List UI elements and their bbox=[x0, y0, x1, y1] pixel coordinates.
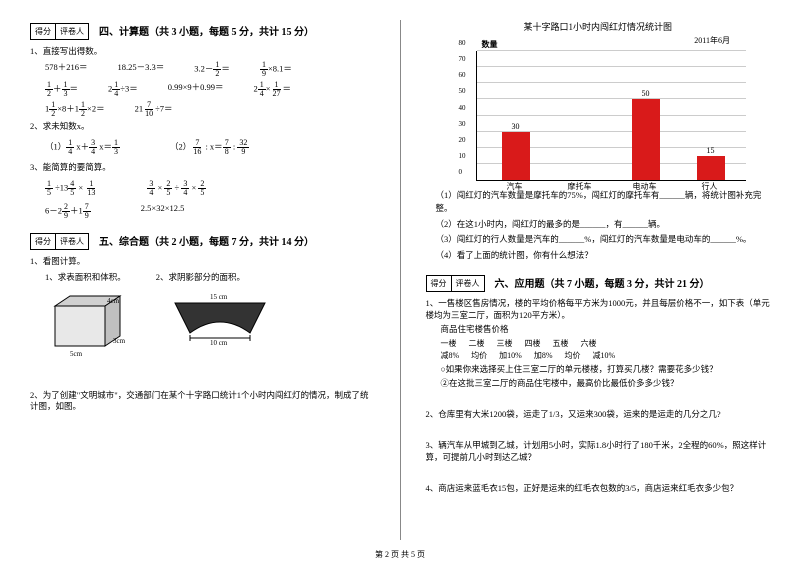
q4-2: 2、求未知数x。 bbox=[30, 121, 375, 133]
grader-label: 评卷人 bbox=[452, 276, 484, 291]
xlabel: 摩托车 bbox=[560, 181, 600, 192]
ytick: 30 bbox=[459, 120, 466, 128]
q6-2: 2、仓库里有大米1200袋，运走了1/3，又运来300袋，运来的是运走的几分之几… bbox=[426, 409, 771, 421]
xlabel: 行人 bbox=[690, 181, 730, 192]
arch-figure: 15 cm 10 cm bbox=[165, 291, 275, 348]
expr: 12＋13＝ bbox=[45, 81, 78, 98]
score-label: 得分 bbox=[427, 276, 452, 291]
expr: （2）716 : x＝78 : 329 bbox=[170, 139, 249, 156]
grader-label: 评卷人 bbox=[56, 234, 88, 249]
grader-label: 评卷人 bbox=[56, 24, 88, 39]
bar-ebike: 50 bbox=[632, 99, 660, 180]
math-row-2: 12＋13＝ 214÷3＝ 0.99×9＋0.99＝ 214×127＝ bbox=[45, 81, 375, 98]
y-axis-label: 数量 bbox=[482, 39, 498, 50]
ytick: 0 bbox=[459, 168, 463, 176]
q6-1a: 1、一售楼区售房情况，楼的平均价格每平方米为1000元，并且每层价格不一，如下表… bbox=[426, 298, 771, 322]
svg-text:10 cm: 10 cm bbox=[210, 339, 228, 346]
expr: 3.2－12＝ bbox=[194, 61, 230, 78]
score-box: 得分 评卷人 bbox=[30, 233, 89, 250]
sub-row: 1、求表面积和体积。 2、求阴影部分的面积。 bbox=[45, 271, 375, 283]
q6-4: 4、商店运来蓝毛衣15包，正好是运来的红毛衣包数的3/5，商店运来红毛衣多少包？ bbox=[426, 483, 771, 495]
q6-3: 3、辆汽车从甲城到乙城，计划用5小时，实际1.8小时行了180千米，2全程的60… bbox=[426, 440, 771, 464]
q5-1: 1、看图计算。 bbox=[30, 256, 375, 268]
q4-3: 3、能简算的要简算。 bbox=[30, 162, 375, 174]
expr: 112×8＋112×2＝ bbox=[45, 101, 105, 118]
bar-chart: 数量 0 10 20 30 40 50 60 70 80 30 50 bbox=[476, 51, 746, 181]
chart-q3: （3）闯红灯的行人数量是汽车的______%，闯红灯的汽车数量是电动车的____… bbox=[436, 233, 771, 246]
xlabel: 汽车 bbox=[495, 181, 535, 192]
expr: 19×8.1＝ bbox=[260, 61, 292, 78]
expr: 6－229＋179 bbox=[45, 203, 91, 220]
q6-1c: ②在这批三室二厅的商品住宅楼中，最高价比最低价多多少钱？ bbox=[441, 378, 771, 390]
td: 减8% bbox=[441, 350, 460, 361]
ytick: 60 bbox=[459, 71, 466, 79]
th: 一楼 bbox=[441, 338, 457, 349]
expr: 15 ÷1345 × 113 bbox=[45, 180, 97, 197]
bar-car: 30 bbox=[502, 132, 530, 180]
table-title: 商品住宅楼售价格 bbox=[441, 324, 771, 336]
th: 六楼 bbox=[581, 338, 597, 349]
score-box: 得分 评卷人 bbox=[30, 23, 89, 40]
svg-text:4cm: 4cm bbox=[107, 297, 120, 305]
td: 均价 bbox=[471, 350, 487, 361]
expr: （1）14 x＋34 x＝13 bbox=[45, 139, 120, 156]
math-row-1: 578＋216＝ 18.25－3.3＝ 3.2－12＝ 19×8.1＝ bbox=[45, 61, 375, 78]
ytick: 50 bbox=[459, 87, 466, 95]
chart-q4: （4）看了上面的统计图，你有什么想法？ bbox=[436, 249, 771, 262]
ytick: 70 bbox=[459, 55, 466, 63]
section5-title: 五、综合题（共 2 小题，每题 7 分，共计 14 分） bbox=[99, 233, 314, 248]
expr: 214÷3＝ bbox=[108, 81, 138, 98]
svg-text:5cm: 5cm bbox=[70, 350, 83, 358]
score-label: 得分 bbox=[31, 24, 56, 39]
ytick: 40 bbox=[459, 104, 466, 112]
sub: 1、求表面积和体积。 bbox=[45, 271, 126, 283]
th: 五楼 bbox=[553, 338, 569, 349]
price-table: 一楼 二楼 三楼 四楼 五楼 六楼 减8% 均价 加10% 加8% 均价 减10… bbox=[441, 338, 771, 361]
q5-2: 2、为了创建"文明城市"，交通部门在某个十字路口统计1个小时内闯红灯的情况，制成… bbox=[30, 390, 375, 414]
section6-title: 六、应用题（共 7 小题，每题 3 分，共计 21 分） bbox=[495, 275, 710, 290]
th: 二楼 bbox=[469, 338, 485, 349]
chart-title: 某十字路口1小时内闯红灯情况统计图 bbox=[426, 20, 771, 33]
th: 三楼 bbox=[497, 338, 513, 349]
chart-date: 2011年6月 bbox=[426, 35, 731, 46]
td: 加10% bbox=[499, 350, 522, 361]
ytick: 80 bbox=[459, 39, 466, 47]
page-footer: 第 2 页 共 5 页 bbox=[0, 549, 800, 560]
math-row-4: 15 ÷1345 × 113 34 × 25 ÷ 34 × 25 bbox=[45, 180, 375, 197]
math-row-5: 6－229＋179 2.5×32×12.5 bbox=[45, 203, 375, 220]
expr: 18.25－3.3＝ bbox=[118, 61, 165, 78]
expr: 0.99×9＋0.99＝ bbox=[168, 81, 224, 98]
td: 减10% bbox=[593, 350, 616, 361]
chart-q2: （2）在这1小时内，闯红灯的最多的是______，有______辆。 bbox=[436, 218, 771, 231]
expr: 34 × 25 ÷ 34 × 25 bbox=[147, 180, 206, 197]
td: 加8% bbox=[534, 350, 553, 361]
ytick: 20 bbox=[459, 136, 466, 144]
td: 均价 bbox=[565, 350, 581, 361]
chart-q1: （1）闯红灯的汽车数量是摩托车的75%，闯红灯的摩托车有______辆，将统计图… bbox=[436, 189, 771, 215]
q4-1: 1、直接写出得数。 bbox=[30, 46, 375, 58]
svg-text:3cm: 3cm bbox=[113, 337, 126, 345]
score-label: 得分 bbox=[31, 234, 56, 249]
expr: 21710÷7＝ bbox=[135, 101, 173, 118]
math-row-3: 112×8＋112×2＝ 21710÷7＝ bbox=[45, 101, 375, 118]
expr: 2.5×32×12.5 bbox=[141, 203, 185, 220]
bar-pedestrian: 15 bbox=[697, 156, 725, 180]
cube-figure: 4cm 3cm 5cm bbox=[45, 291, 135, 363]
eq-row: （1）14 x＋34 x＝13 （2）716 : x＝78 : 329 bbox=[45, 139, 375, 156]
section4-title: 四、计算题（共 3 小题，每题 5 分，共计 15 分） bbox=[99, 23, 314, 38]
score-box: 得分 评卷人 bbox=[426, 275, 485, 292]
q6-1b: ○如果你来选择买上住三室二厅的单元楼楼，打算买几楼？需要花多少钱？ bbox=[441, 364, 771, 376]
ytick: 10 bbox=[459, 152, 466, 160]
th: 四楼 bbox=[525, 338, 541, 349]
xlabel: 电动车 bbox=[625, 181, 665, 192]
sub: 2、求阴影部分的面积。 bbox=[156, 271, 245, 283]
svg-text:15 cm: 15 cm bbox=[210, 293, 228, 301]
expr: 214×127＝ bbox=[254, 81, 292, 98]
expr: 578＋216＝ bbox=[45, 61, 88, 78]
